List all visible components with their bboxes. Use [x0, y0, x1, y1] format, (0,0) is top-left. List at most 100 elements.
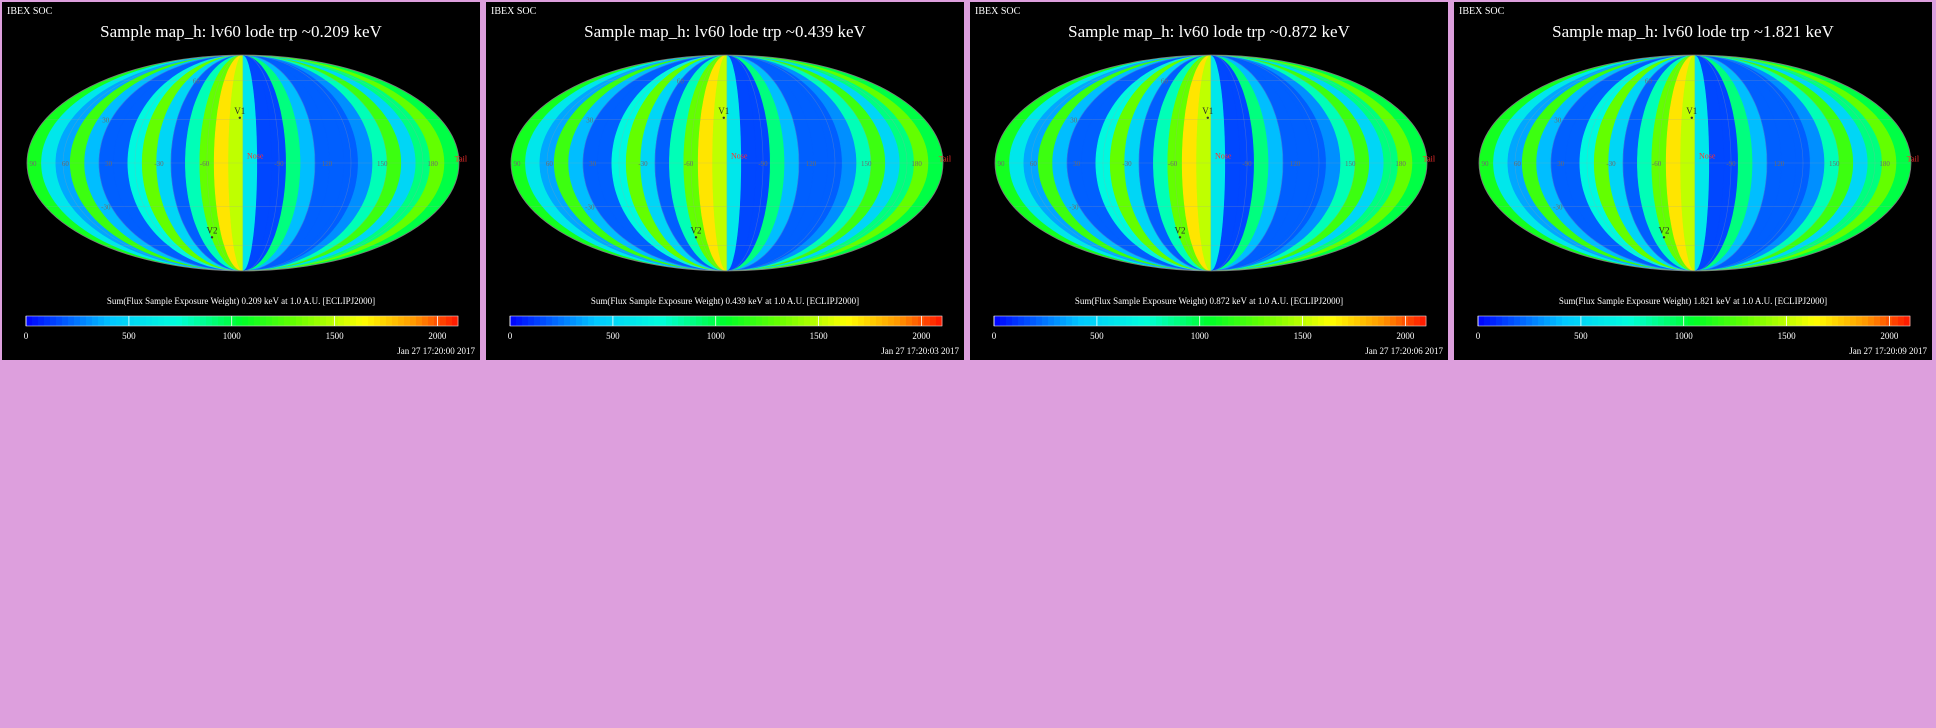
colorbar-segment [1354, 316, 1361, 326]
colorbar-segment [1360, 316, 1367, 326]
colorbar-segment [666, 316, 673, 326]
colorbar-segment [1544, 316, 1551, 326]
colorbar-segment [1868, 316, 1875, 326]
colorbar-segment [510, 316, 517, 326]
longitude-label: 120 [806, 160, 817, 168]
colorbar-segment [1604, 316, 1611, 326]
longitude-label: -30 [1122, 160, 1132, 168]
longitude-label: -60 [1652, 160, 1662, 168]
longitude-label: -90 [758, 160, 768, 168]
colorbar-segment [1126, 316, 1133, 326]
colorbar-segment [1580, 316, 1587, 326]
colorbar-segment [164, 316, 171, 326]
graticule [27, 55, 459, 271]
map-outline [1478, 54, 1912, 272]
colorbar-segment [1712, 316, 1719, 326]
sky-map-svg: IBEX SOC Sample map_h: lv60 lode trp ~0.2… [7, 6, 475, 356]
colorbar-segment [230, 316, 237, 326]
graticule [511, 55, 943, 271]
colorbar-segment [1706, 316, 1713, 326]
colorbar-segment [1904, 316, 1911, 326]
colorbar-segment [1078, 316, 1085, 326]
colorbar-segment [1808, 316, 1815, 326]
colorbar-tick-label: 500 [1574, 331, 1588, 341]
sky-map-panel: IBEX SOC Sample map_h: lv60 lode trp ~0.2… [2, 2, 480, 360]
colorbar-segment [696, 316, 703, 326]
colorbar [993, 315, 1427, 327]
colorbar-segment [1072, 316, 1079, 326]
colorbar-segment [1856, 316, 1863, 326]
colorbar-segment [86, 316, 93, 326]
colorbar-segment [1264, 316, 1271, 326]
colorbar-segment [404, 316, 411, 326]
colorbar-segment [546, 316, 553, 326]
longitude-label: -60 [684, 160, 694, 168]
colorbar-tick-label: 500 [122, 331, 136, 341]
colorbar-segment [170, 316, 177, 326]
colorbar-segment [1342, 316, 1349, 326]
colorbar-segment [1312, 316, 1319, 326]
colorbar-segment [894, 316, 901, 326]
sky-map-svg: IBEX SOC Sample map_h: lv60 lode trp ~0.4… [491, 6, 959, 356]
colorbar-segment [1282, 316, 1289, 326]
colorbar-caption: Sum(Flux Sample Exposure Weight) 1.821 k… [1559, 296, 1827, 306]
colorbar-segment [1048, 316, 1055, 326]
colorbar-segment [1120, 316, 1127, 326]
v2-marker [1178, 236, 1182, 239]
colorbar-segment [576, 316, 583, 326]
colorbar-segment [1496, 316, 1503, 326]
v2-label: V2 [1175, 225, 1186, 235]
colorbar-segment [774, 316, 781, 326]
longitude-label: 90 [514, 160, 522, 168]
colorbar-segment [338, 316, 345, 326]
colorbar-segment [726, 316, 733, 326]
colorbar-segment [320, 316, 327, 326]
longitude-label: -60 [200, 160, 210, 168]
colorbar-segment [38, 316, 45, 326]
brand-label: IBEX SOC [1459, 6, 1505, 17]
colorbar-tick-label: 2000 [912, 331, 931, 341]
colorbar-segment [1700, 316, 1707, 326]
colorbar-segment [62, 316, 69, 326]
colorbar-segment [428, 316, 435, 326]
brand-label: IBEX SOC [491, 6, 537, 17]
colorbar-segment [398, 316, 405, 326]
colorbar-segment [1730, 316, 1737, 326]
colorbar-segment [1066, 316, 1073, 326]
colorbar-tick-label: 1000 [707, 331, 726, 341]
colorbar-segment [1490, 316, 1497, 326]
chart-title: Sample map_h: lv60 lode trp ~0.439 keV [584, 22, 866, 41]
colorbar-segment [1246, 316, 1253, 326]
colorbar-segment [558, 316, 565, 326]
colorbar-segment [152, 316, 159, 326]
colorbar-segment [1330, 316, 1337, 326]
colorbar-segment [1258, 316, 1265, 326]
colorbar-segment [1820, 316, 1827, 326]
colorbar-caption: Sum(Flux Sample Exposure Weight) 0.872 k… [1075, 296, 1343, 306]
colorbar-tick-label: 0 [508, 331, 513, 341]
colorbar-segment [446, 316, 453, 326]
colorbar-tick-label: 0 [1476, 331, 1481, 341]
colorbar-segment [176, 316, 183, 326]
colorbar-segment [864, 316, 871, 326]
colorbar-segment [852, 316, 859, 326]
colorbar-segment [1276, 316, 1283, 326]
longitude-label: 120 [322, 160, 333, 168]
colorbar-segment [1850, 316, 1857, 326]
colorbar-segment [840, 316, 847, 326]
colorbar-segment [1162, 316, 1169, 326]
colorbar-segment [410, 316, 417, 326]
colorbar-segment [648, 316, 655, 326]
longitude-label: 150 [1829, 160, 1840, 168]
colorbar-segment [1574, 316, 1581, 326]
colorbar-segment [594, 316, 601, 326]
colorbar-segment [332, 316, 339, 326]
colorbar-segment [1874, 316, 1881, 326]
colorbar-segment [1108, 316, 1115, 326]
colorbar-segment [314, 316, 321, 326]
graticule [995, 55, 1427, 271]
colorbar-segment [552, 316, 559, 326]
latitude-label: 30 [102, 116, 110, 124]
colorbar-segment [936, 316, 943, 326]
colorbar-segment [182, 316, 189, 326]
